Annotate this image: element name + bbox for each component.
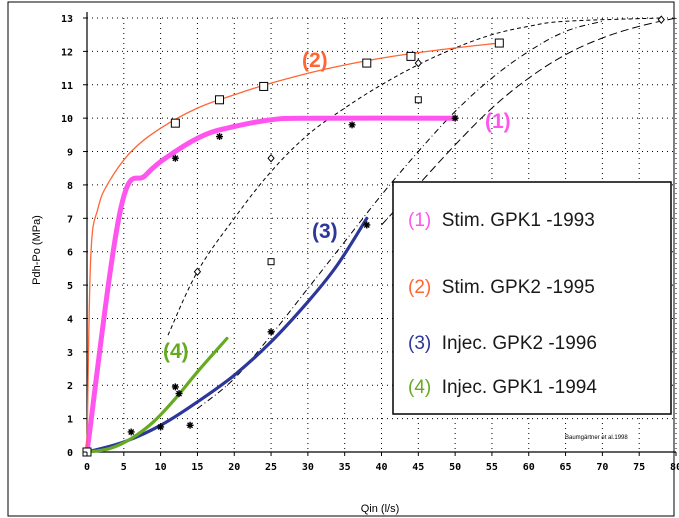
source-credit: Baumgärtner et al.1998 [565,435,628,441]
x-tick-label: 55 [486,462,498,473]
x-tick-label: 50 [449,462,461,473]
y-axis-label: Pdh-Po (MPa) [31,215,43,285]
x-tick-label: 35 [339,462,351,473]
series-3-line [85,216,369,454]
series-2-marker [362,58,372,68]
x-tick-label: 80 [670,462,679,473]
dashed-curve-marker [414,58,422,68]
dashed-curves [167,17,677,409]
dashed-curve-marker [657,15,665,24]
series-3-marker [267,328,275,336]
x-tick-label: 10 [155,462,167,473]
series-1-marker [171,154,179,162]
y-tick-label: 4 [67,314,73,325]
x-tick-label: 0 [84,462,90,473]
x-tick-label: 20 [228,462,240,473]
dashed-curve-marker [267,153,275,163]
x-tick-label: 25 [265,462,277,473]
callout-series-1: (1) [485,110,511,133]
series-2-marker [406,51,416,61]
dashed-curve-3 [381,17,677,226]
series-2-marker [215,95,225,105]
x-tick-label: 65 [560,462,572,473]
x-tick-label: 75 [633,462,645,473]
series-3-marker [186,421,194,429]
dashed-curve-marker [193,267,202,276]
series-1-line [84,115,458,455]
series-1-marker [348,121,356,129]
series-3-marker [157,423,165,431]
legend-entry-4: (4) Injec. GPK1 -1994 [408,377,597,398]
outer-border [7,1,675,517]
x-tick-label: 5 [121,462,127,473]
y-tick-label: 8 [67,181,73,192]
x-tick-label: 40 [375,462,387,473]
y-tick-label: 0 [67,448,73,459]
x-tick-label: 60 [523,462,535,473]
x-tick-label: 70 [596,462,608,473]
dashed-curve-marker [267,258,275,266]
callout-series-4: (4) [163,340,189,363]
data-markers [82,15,665,457]
x-tick-label: 30 [302,462,314,473]
legend-entry-2: (2) Stim. GPK2 -1995 [408,277,595,298]
y-tick-label: 10 [61,114,73,125]
series-1-marker [451,114,459,122]
callout-series-2: (2) [302,49,328,72]
y-tick-label: 11 [61,81,73,92]
y-tick-label: 5 [67,281,73,292]
y-tick-label: 1 [67,415,73,426]
series-2-marker [259,81,269,91]
dashed-curve-marker [414,96,422,104]
series-4-marker [127,428,135,436]
x-tick-label: 15 [191,462,203,473]
series-4-marker [171,383,179,391]
legend-entry-1: (1) Stim. GPK1 -1993 [408,210,595,231]
callout-series-3: (3) [312,220,338,243]
fit-curves [84,42,500,455]
legend-box [392,181,672,415]
y-tick-label: 9 [67,148,73,159]
legend-entry-3: (3) Injec. GPK2 -1996 [408,333,597,354]
series-3-marker [363,221,371,229]
series-2-line [86,42,500,453]
y-tick-label: 13 [61,14,73,25]
y-tick-label: 3 [67,348,73,359]
series-2-marker [494,38,504,48]
x-axis-ticks: 0 5 10 15 20 25 30 35 40 45 50 55 60 65 70 75 80 [84,452,679,473]
series-4-marker [175,390,183,398]
series-2-marker [170,118,180,128]
legend: (1) Stim. GPK1 -1993 (2) Stim. GPK2 -199… [392,181,672,415]
x-axis-label: Qin (l/s) [361,503,400,515]
series-1-marker [216,133,224,141]
y-tick-label: 7 [67,214,73,225]
series-4-line [85,336,229,454]
y-tick-label: 6 [67,248,73,259]
y-tick-label: 2 [67,381,73,392]
y-tick-label: 12 [61,47,73,58]
x-tick-label: 45 [412,462,424,473]
